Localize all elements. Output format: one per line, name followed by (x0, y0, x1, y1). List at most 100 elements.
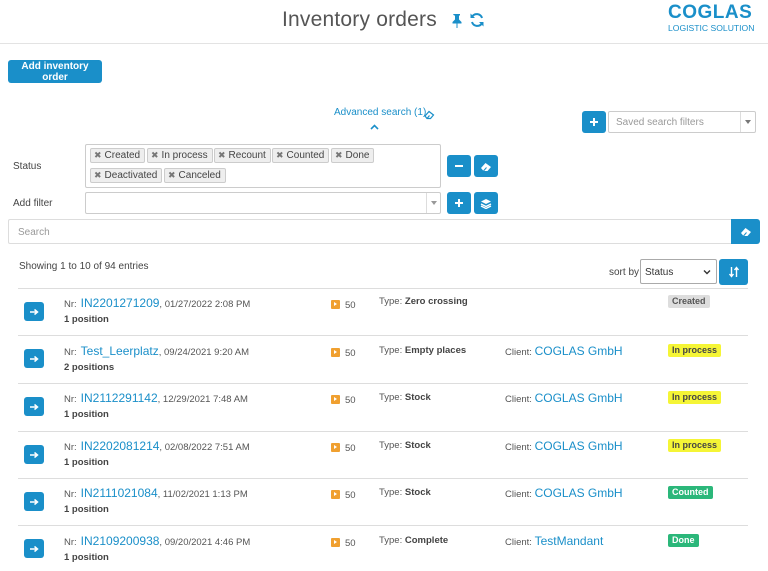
order-date: , 11/02/2021 1:13 PM (157, 489, 248, 500)
open-order-button[interactable] (24, 397, 44, 416)
order-id-link[interactable]: IN2201271209 (80, 296, 160, 310)
saved-search-filters-select[interactable]: Saved search filters (608, 111, 756, 133)
status-tag-created[interactable]: ✖ Created (90, 148, 146, 163)
order-number-line: Nr: IN2109200938, 09/20/2021 4:46 PM (64, 534, 250, 548)
client-link[interactable]: COGLAS GmbH (534, 486, 623, 500)
clear-advanced-search-icon[interactable] (424, 109, 435, 120)
order-client: Client: COGLAS GmbH (505, 344, 623, 358)
status-tag-canceled[interactable]: ✖ Canceled (164, 168, 226, 183)
advanced-search-toggle[interactable]: Advanced search (1) (334, 107, 427, 118)
order-row: Nr: Test_Leerplatz, 09/24/2021 9:20 AM 2 … (18, 335, 748, 383)
entries-count: Showing 1 to 10 of 94 entries (19, 261, 149, 272)
client-link[interactable]: TestMandant (534, 534, 604, 548)
order-date: , 12/29/2021 7:48 AM (157, 394, 248, 405)
order-id-link[interactable]: IN2112291142 (80, 391, 158, 405)
order-id-link[interactable]: IN2202081214 (80, 439, 160, 453)
order-positions: 1 position (64, 552, 109, 563)
order-number-line: Nr: IN2111021084, 11/02/2021 1:13 PM (64, 486, 248, 500)
order-number-line: Nr: IN2201271209, 01/27/2022 2:08 PM (64, 296, 250, 310)
order-type: Type: Complete (379, 535, 449, 546)
order-positions: 2 positions (64, 362, 115, 373)
client-link[interactable]: COGLAS GmbH (534, 391, 623, 405)
remove-tag-icon[interactable]: ✖ (94, 150, 102, 160)
order-client: Client: COGLAS GmbH (505, 439, 623, 453)
nr-label: Nr: (64, 537, 77, 548)
order-priority: 50 (331, 395, 356, 406)
order-positions: 1 position (64, 314, 109, 325)
remove-tag-icon[interactable]: ✖ (151, 150, 159, 160)
order-priority: 50 (331, 538, 356, 549)
add-saved-filter-button[interactable] (582, 111, 606, 133)
order-row: Nr: IN2201271209, 01/27/2022 2:08 PM 1 po… (18, 288, 748, 336)
sort-by-select[interactable]: Status (640, 259, 717, 284)
minus-icon (455, 165, 463, 167)
status-tag-in-process[interactable]: ✖ In process (147, 148, 213, 163)
nr-label: Nr: (64, 394, 77, 405)
priority-icon (331, 490, 340, 499)
priority-icon (331, 395, 340, 404)
order-client: Client: TestMandant (505, 534, 604, 548)
order-id-link[interactable]: IN2109200938 (80, 534, 160, 548)
remove-tag-icon[interactable]: ✖ (218, 150, 226, 160)
arrow-right-icon (30, 355, 39, 362)
clear-search-button[interactable] (731, 219, 760, 244)
add-inventory-order-button[interactable]: Add inventory order (8, 60, 102, 83)
eraser-icon (481, 162, 491, 171)
arrow-right-icon (30, 308, 39, 315)
order-row: Nr: IN2202081214, 02/08/2022 7:51 AM 1 po… (18, 431, 748, 479)
order-row: Nr: IN2112291142, 12/29/2021 7:48 AM 1 po… (18, 383, 748, 431)
status-badge: Created (668, 295, 710, 308)
client-link[interactable]: COGLAS GmbH (534, 439, 623, 453)
layers-icon (480, 198, 492, 209)
order-date: , 09/20/2021 4:46 PM (159, 537, 251, 548)
order-type: Type: Zero crossing (379, 296, 468, 307)
pin-icon[interactable] (450, 13, 463, 28)
order-number-line: Nr: IN2202081214, 02/08/2022 7:51 AM (64, 439, 250, 453)
open-order-button[interactable] (24, 539, 44, 558)
save-filter-button[interactable] (474, 192, 498, 214)
order-id-link[interactable]: IN2111021084 (80, 486, 158, 500)
remove-tag-icon[interactable]: ✖ (335, 150, 343, 160)
nr-label: Nr: (64, 347, 77, 358)
clear-status-filter-button[interactable] (474, 155, 498, 177)
order-positions: 1 position (64, 409, 109, 420)
status-tag-deactivated[interactable]: ✖ Deactivated (90, 168, 163, 183)
open-order-button[interactable] (24, 492, 44, 511)
open-order-button[interactable] (24, 349, 44, 368)
add-filter-select[interactable] (85, 192, 441, 214)
status-tag-done[interactable]: ✖ Done (331, 148, 375, 163)
page-title: Inventory orders (282, 8, 437, 31)
priority-icon (331, 348, 340, 357)
remove-tag-icon[interactable]: ✖ (276, 150, 284, 160)
status-filter-multiselect[interactable]: ✖ Created ✖ In process ✖ Recount ✖ Counted ✖… (85, 144, 441, 188)
status-tag-counted[interactable]: ✖ Counted (272, 148, 330, 163)
logo-tagline: LOGISTIC SOLUTION (668, 23, 755, 33)
arrow-right-icon (30, 451, 39, 458)
refresh-icon[interactable] (469, 12, 485, 28)
order-type: Type: Stock (379, 392, 431, 403)
logo-wordmark: COGLAS (668, 2, 753, 23)
sort-by-value: Status (645, 267, 674, 278)
remove-tag-icon[interactable]: ✖ (94, 170, 102, 180)
chevron-up-icon[interactable] (370, 124, 379, 130)
order-id-link[interactable]: Test_Leerplatz (80, 344, 159, 358)
add-filter-button[interactable] (447, 192, 471, 214)
open-order-button[interactable] (24, 445, 44, 464)
order-type: Type: Stock (379, 487, 431, 498)
priority-icon (331, 300, 340, 309)
client-link[interactable]: COGLAS GmbH (534, 344, 623, 358)
remove-tag-icon[interactable]: ✖ (168, 170, 176, 180)
header: Inventory orders COGLAS LOGISTIC SOLUTIO… (0, 0, 768, 44)
sort-direction-button[interactable] (719, 259, 748, 285)
order-priority: 50 (331, 490, 356, 501)
order-client: Client: COGLAS GmbH (505, 486, 623, 500)
order-priority: 50 (331, 443, 356, 454)
search-input[interactable]: Search (8, 219, 732, 244)
order-number-line: Nr: Test_Leerplatz, 09/24/2021 9:20 AM (64, 344, 249, 358)
open-order-button[interactable] (24, 302, 44, 321)
sort-by-label: sort by (609, 267, 640, 278)
status-tag-recount[interactable]: ✖ Recount (214, 148, 271, 163)
order-row: Nr: IN2111021084, 11/02/2021 1:13 PM 1 po… (18, 478, 748, 526)
remove-status-filter-button[interactable] (447, 155, 471, 177)
chevron-down-icon (703, 270, 711, 275)
